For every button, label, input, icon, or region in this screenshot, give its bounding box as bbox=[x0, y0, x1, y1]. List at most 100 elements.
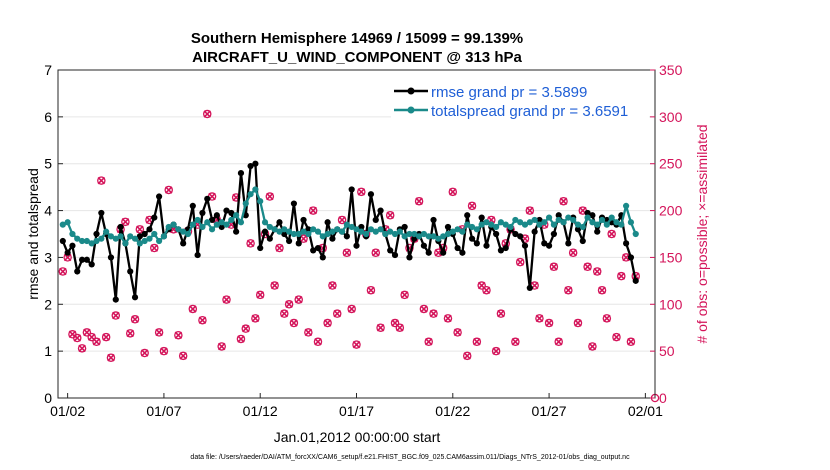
rmse-point bbox=[387, 247, 394, 254]
spread-point bbox=[233, 212, 240, 219]
rmse-point bbox=[83, 256, 90, 263]
spread-point bbox=[170, 221, 177, 228]
spread-point bbox=[348, 223, 355, 231]
spread-point bbox=[223, 221, 230, 228]
obs-assimilated-point bbox=[453, 328, 462, 337]
spread-point bbox=[127, 233, 134, 240]
obs-assimilated-point bbox=[299, 234, 308, 243]
rmse-point bbox=[156, 193, 163, 200]
spread-point bbox=[473, 226, 480, 233]
rmse-point bbox=[78, 256, 86, 263]
obs-possible-point bbox=[284, 300, 294, 309]
obs-assimilated-point bbox=[333, 309, 342, 318]
rmse-point bbox=[64, 249, 71, 256]
spread-point bbox=[488, 221, 495, 228]
spread-point bbox=[545, 214, 553, 221]
rmse-point bbox=[329, 235, 336, 242]
obs-possible-point bbox=[592, 267, 602, 276]
obs-assimilated-point bbox=[376, 323, 385, 332]
obs-possible-point bbox=[101, 332, 111, 342]
obs-possible-point bbox=[111, 311, 121, 320]
y-tick-label-right: 250 bbox=[659, 156, 683, 172]
rmse-point bbox=[300, 216, 307, 224]
obs-assimilated-point bbox=[343, 248, 351, 257]
obs-possible-point bbox=[58, 267, 68, 276]
obs-possible-point bbox=[217, 342, 226, 351]
spread-point bbox=[175, 226, 182, 233]
spread-point bbox=[536, 221, 543, 228]
spread-point bbox=[319, 233, 326, 240]
spread-point bbox=[160, 233, 168, 240]
obs-possible-point bbox=[130, 315, 140, 324]
obs-assimilated-point bbox=[270, 281, 279, 290]
obs-assimilated-point bbox=[449, 188, 457, 196]
spread-point bbox=[411, 230, 418, 238]
obs-assimilated-point bbox=[280, 309, 289, 318]
rmse-point bbox=[555, 212, 562, 219]
obs-assimilated-point bbox=[593, 267, 601, 276]
obs-assimilated-point bbox=[535, 314, 544, 323]
obs-possible-point bbox=[121, 217, 130, 227]
rmse-point bbox=[497, 247, 505, 254]
spread-point bbox=[343, 221, 350, 228]
obs-assimilated-point bbox=[217, 342, 226, 351]
spread-point bbox=[353, 226, 360, 233]
obs-possible-point bbox=[342, 248, 352, 257]
obs-assimilated-point bbox=[59, 267, 67, 276]
spread-point bbox=[213, 221, 220, 228]
rmse-point bbox=[74, 268, 81, 275]
rmse-point bbox=[281, 230, 288, 238]
rmse-point bbox=[295, 240, 302, 247]
legend-box bbox=[391, 78, 649, 124]
spread-point bbox=[435, 235, 442, 242]
rmse-point bbox=[358, 223, 365, 231]
obs-possible-point bbox=[376, 323, 385, 332]
spread-point bbox=[257, 198, 264, 205]
obs-possible-point bbox=[549, 262, 559, 272]
obs-possible-point bbox=[289, 318, 299, 328]
spread-point bbox=[401, 233, 408, 240]
obs-assimilated-point bbox=[174, 331, 183, 339]
rmse-point bbox=[411, 235, 418, 242]
obs-assimilated-point bbox=[275, 244, 284, 252]
spread-point bbox=[271, 226, 278, 233]
spread-point bbox=[165, 223, 172, 231]
spread-point bbox=[603, 221, 610, 228]
obs-assimilated-point bbox=[78, 344, 86, 353]
rmse-point bbox=[517, 233, 524, 240]
obs-assimilated-point bbox=[131, 315, 139, 324]
spread-point bbox=[444, 230, 452, 238]
spread-point bbox=[252, 186, 259, 193]
rmse-point bbox=[353, 242, 360, 249]
spread-point bbox=[314, 228, 322, 235]
obs-possible-point bbox=[92, 337, 101, 347]
rmse-point bbox=[131, 294, 139, 301]
spread-point bbox=[83, 237, 90, 245]
obs-assimilated-point bbox=[140, 349, 149, 357]
rmse-point bbox=[112, 296, 119, 303]
rmse-point bbox=[314, 244, 322, 252]
obs-assimilated-point bbox=[155, 328, 163, 337]
spread-point bbox=[627, 219, 635, 226]
spread-point bbox=[117, 233, 124, 240]
rmse-point bbox=[454, 244, 461, 252]
spread-point bbox=[151, 230, 158, 238]
obs-assimilated-point bbox=[256, 291, 264, 299]
legend: rmse grand pr = 3.5899 totalspread grand… bbox=[391, 78, 649, 124]
rmse-point bbox=[579, 237, 586, 245]
obs-possible-point bbox=[188, 304, 198, 314]
legend-rmse-marker bbox=[407, 87, 415, 95]
obs-assimilated-point bbox=[554, 338, 563, 346]
obs-possible-point bbox=[241, 324, 251, 333]
spread-point bbox=[565, 214, 572, 221]
obs-possible-point bbox=[222, 295, 231, 304]
obs-possible-point bbox=[568, 248, 578, 257]
obs-assimilated-point bbox=[73, 334, 82, 342]
obs-assimilated-point bbox=[347, 305, 356, 313]
spread-point bbox=[358, 228, 365, 235]
spread-point bbox=[623, 202, 630, 209]
obs-possible-point bbox=[390, 318, 400, 328]
axis-layer: 0 1 2 3 4 5 6 7 0 50 100 150 200 250 300 350 01/02 01/07 0… bbox=[44, 62, 682, 419]
spread-point bbox=[285, 228, 293, 235]
rmse-point bbox=[565, 240, 572, 247]
